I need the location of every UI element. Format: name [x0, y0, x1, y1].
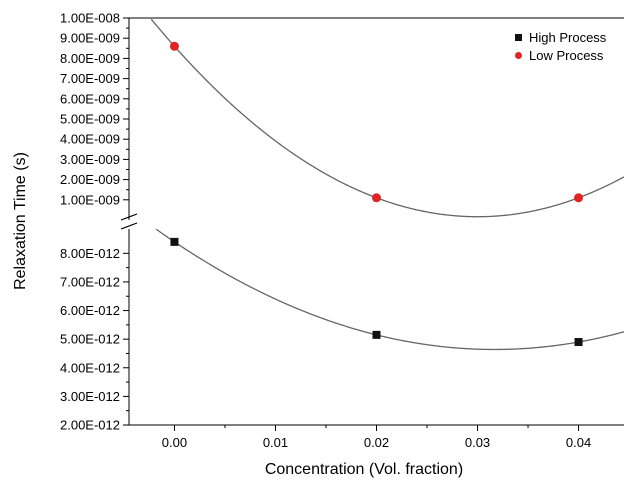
upper-y-ticks: 1.00E-009 2.00E-009 3.00E-009 4.00E-009 5.00…	[60, 11, 129, 207]
legend-marker-low-process	[515, 52, 522, 59]
upper-y-tick-label-3: 4.00E-009	[60, 132, 120, 147]
data-point-low-process-1	[372, 193, 381, 203]
lower-y-tick-label-5: 7.00E-012	[60, 274, 120, 289]
upper-y-tick-label-2: 3.00E-009	[60, 152, 120, 167]
lower-y-tick-label-4: 6.00E-012	[60, 303, 120, 318]
legend-marker-high-process	[515, 34, 522, 41]
upper-y-tick-label-7: 8.00E-009	[60, 51, 120, 66]
upper-y-tick-label-5: 6.00E-009	[60, 91, 120, 106]
lower-y-tick-label-6: 8.00E-012	[60, 246, 120, 261]
upper-y-tick-label-6: 7.00E-009	[60, 71, 120, 86]
axis-break-mark	[120, 213, 138, 230]
x-ticks: 0.00 0.01 0.02 0.03 0.04	[162, 425, 591, 450]
data-point-low-process-0	[169, 41, 179, 51]
upper-y-tick-label-9: 1.00E-008	[60, 11, 120, 26]
data-point-low-process-2	[574, 193, 584, 203]
data-point-high-process-2	[574, 338, 583, 347]
x-axis-title: Concentration (Vol. fraction)	[265, 461, 463, 478]
x-tick-label-2: 0.02	[364, 435, 389, 450]
x-tick-label-3: 0.03	[465, 435, 490, 450]
fit-curve-low-process	[150, 18, 624, 218]
lower-y-tick-label-0: 2.00E-012	[60, 418, 120, 433]
fit-curves	[150, 18, 624, 351]
lower-y-tick-label-1: 3.00E-012	[60, 389, 120, 404]
x-tick-label-1: 0.01	[263, 435, 288, 450]
lower-y-tick-label-3: 5.00E-012	[60, 332, 120, 347]
upper-y-tick-label-0: 1.00E-009	[60, 192, 120, 207]
upper-y-tick-label-8: 9.00E-009	[60, 31, 120, 46]
upper-y-tick-label-4: 5.00E-009	[60, 112, 120, 127]
x-tick-label-4: 0.04	[566, 435, 591, 450]
y-axis-title: Relaxation Time (s)	[12, 152, 29, 290]
upper-y-tick-label-1: 2.00E-009	[60, 172, 120, 187]
data-point-high-process-0	[170, 237, 179, 246]
data-markers	[169, 41, 584, 347]
data-point-high-process-1	[372, 330, 381, 339]
x-tick-label-0: 0.00	[162, 435, 187, 450]
legend-label-high-process: High Process	[529, 30, 607, 45]
fit-curve-high-process	[155, 228, 624, 351]
legend-label-low-process: Low Process	[529, 48, 604, 63]
legend: High Process Low Process	[515, 30, 607, 63]
lower-y-tick-label-2: 4.00E-012	[60, 360, 120, 375]
lower-y-ticks: 2.00E-012 3.00E-012 4.00E-012 5.00E-012 6.00…	[60, 246, 129, 433]
